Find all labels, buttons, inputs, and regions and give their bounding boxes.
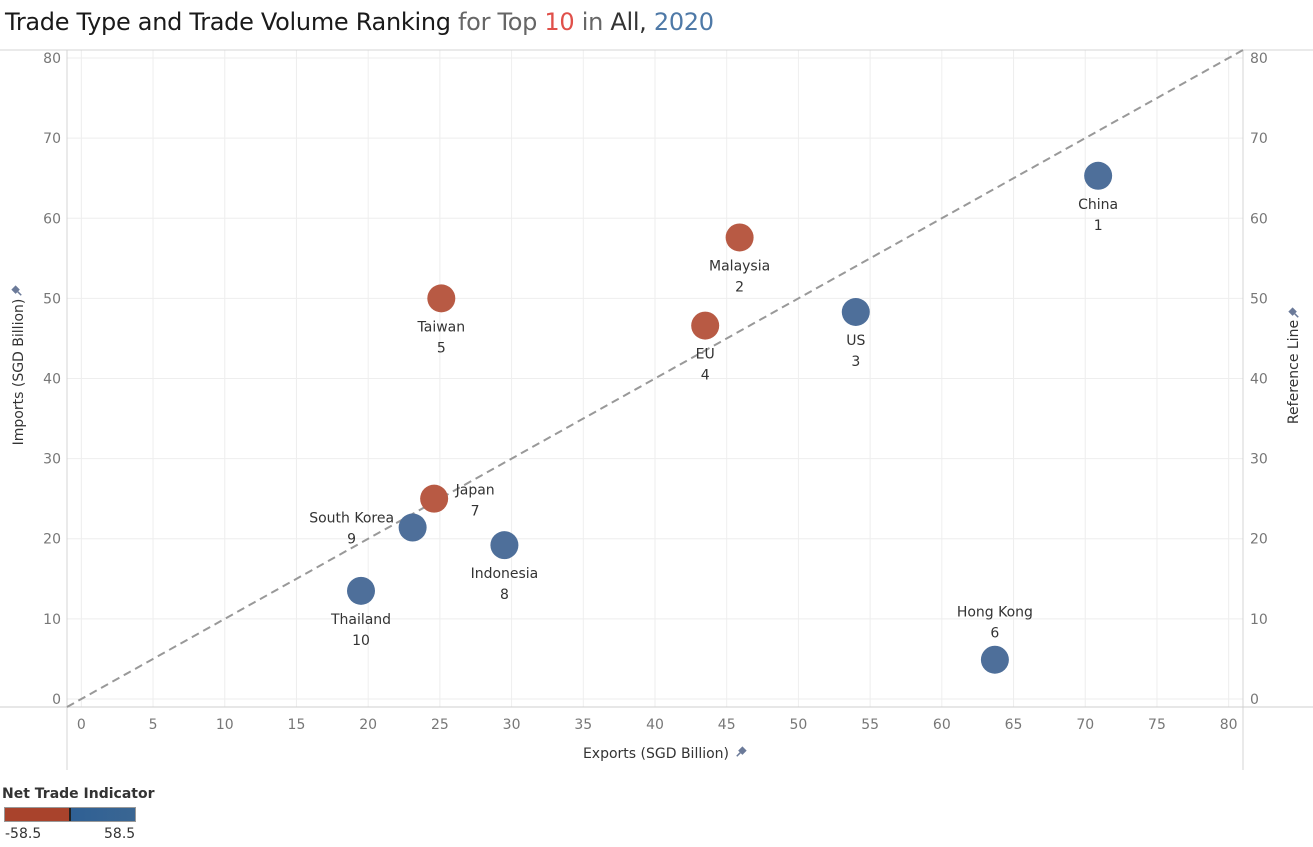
data-points	[347, 161, 1113, 674]
x-tick-label: 60	[933, 717, 951, 733]
point-labels: China 1 Malaysia 2 US 3 EU 4 Taiwan 5 Hong Kong 6 Ja…	[309, 197, 1118, 649]
point-label-hong-kong: Hong Kong	[957, 605, 1033, 621]
x-tick-label: 0	[77, 717, 86, 733]
x-tick-label: 25	[431, 717, 449, 733]
axis-ticks: 0 5 10 15 20 25 30 35 40 45 50 55 60 65 70 75 800 010 1020…	[43, 51, 1268, 733]
legend-max-value: 58.5	[104, 826, 136, 842]
x-tick-label: 15	[288, 717, 306, 733]
x-tick-label: 45	[718, 717, 736, 733]
y2-tick-label: 0	[1250, 692, 1259, 708]
y-tick-label: 60	[43, 211, 61, 227]
title-scope: All,	[610, 8, 647, 36]
y-axis-title: Imports (SGD Billion)	[11, 299, 27, 446]
title-year: 2020	[653, 8, 714, 36]
point-label-indonesia: Indonesia	[471, 566, 539, 582]
x-tick-label: 5	[149, 717, 158, 733]
chart-title: Trade Type and Trade Volume Ranking for …	[5, 8, 714, 36]
point-rank-thailand: 10	[352, 633, 370, 649]
right-axis-pin-icon[interactable]	[1288, 307, 1300, 319]
y2-tick-label: 70	[1250, 131, 1268, 147]
point-malaysia	[725, 223, 754, 252]
point-hong-kong	[980, 645, 1009, 674]
y-tick-label: 80	[43, 51, 61, 67]
point-us	[841, 297, 870, 326]
point-rank-hong-kong: 6	[990, 626, 999, 642]
x-axis-pin-icon[interactable]	[735, 746, 747, 758]
y2-tick-label: 20	[1250, 532, 1268, 548]
grid-lines	[67, 50, 1243, 707]
x-tick-label: 55	[861, 717, 879, 733]
point-label-malaysia: Malaysia	[709, 258, 770, 274]
y-tick-label: 20	[43, 532, 61, 548]
y-tick-label: 40	[43, 372, 61, 388]
y2-tick-label: 40	[1250, 372, 1268, 388]
legend-color-bar[interactable]	[4, 807, 136, 822]
x-tick-label: 40	[646, 717, 664, 733]
point-rank-japan: 7	[471, 504, 480, 520]
y2-tick-label: 60	[1250, 211, 1268, 227]
point-rank-south-korea: 9	[347, 532, 356, 548]
y-axis-pin-icon[interactable]	[11, 285, 23, 297]
x-tick-label: 75	[1148, 717, 1166, 733]
y2-tick-label: 80	[1250, 51, 1268, 67]
point-japan	[420, 484, 449, 513]
y-tick-label: 50	[43, 291, 61, 307]
point-label-us: US	[846, 333, 865, 349]
point-rank-indonesia: 8	[500, 587, 509, 603]
point-rank-taiwan: 5	[437, 340, 446, 356]
y2-tick-label: 30	[1250, 452, 1268, 468]
point-thailand	[347, 576, 375, 605]
point-south-korea	[398, 513, 427, 542]
point-taiwan	[427, 284, 456, 313]
right-axis-title: Reference Line	[1286, 320, 1302, 424]
x-tick-label: 80	[1220, 717, 1238, 733]
legend-min-value: -58.5	[5, 826, 42, 842]
point-label-china: China	[1078, 197, 1118, 213]
reference-line	[66, 49, 1244, 708]
y-tick-label: 30	[43, 452, 61, 468]
y-tick-label: 70	[43, 131, 61, 147]
legend-title: Net Trade Indicator	[2, 786, 155, 802]
point-rank-china: 1	[1094, 218, 1103, 234]
point-label-south-korea: South Korea	[309, 511, 394, 527]
x-tick-label: 10	[216, 717, 234, 733]
x-tick-label: 20	[359, 717, 377, 733]
title-top-n: 10	[544, 8, 575, 36]
x-tick-label: 50	[790, 717, 808, 733]
y2-tick-label: 10	[1250, 612, 1268, 628]
x-tick-label: 30	[503, 717, 521, 733]
title-main: Trade Type and Trade Volume Ranking	[5, 8, 451, 36]
title-in-text: in	[581, 8, 604, 36]
point-rank-eu: 4	[701, 368, 710, 384]
x-tick-label: 65	[1005, 717, 1023, 733]
point-indonesia	[490, 531, 519, 560]
y-tick-label: 10	[43, 612, 61, 628]
point-eu	[691, 311, 720, 340]
point-rank-malaysia: 2	[735, 279, 744, 295]
y-tick-label: 0	[52, 692, 61, 708]
title-for-text: for Top	[458, 8, 538, 36]
point-label-japan: Japan	[455, 483, 495, 499]
y2-tick-label: 50	[1250, 291, 1268, 307]
point-china	[1084, 161, 1113, 190]
point-rank-us: 3	[851, 354, 860, 370]
point-label-thailand: Thailand	[330, 612, 391, 628]
point-label-taiwan: Taiwan	[417, 319, 466, 335]
x-axis-title: Exports (SGD Billion)	[583, 746, 729, 762]
legend-midpoint-marker	[69, 808, 71, 821]
point-label-eu: EU	[696, 347, 715, 363]
x-tick-label: 35	[574, 717, 592, 733]
x-tick-label: 70	[1076, 717, 1094, 733]
